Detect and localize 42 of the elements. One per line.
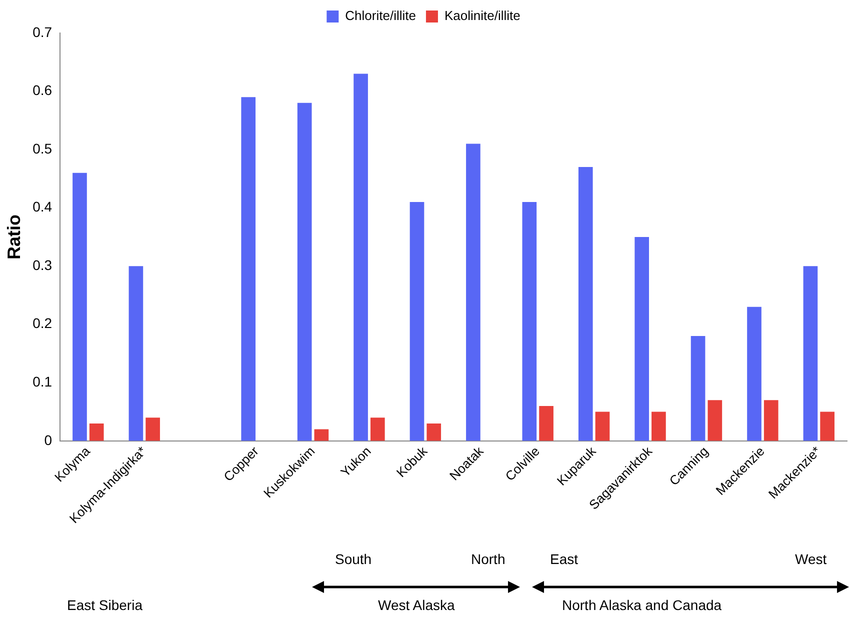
- bar: [690, 336, 706, 441]
- bar: [354, 74, 368, 441]
- y-tick-label: 0.4: [32, 198, 52, 215]
- y-tick-label: 0.1: [32, 374, 52, 390]
- bar: [539, 406, 554, 441]
- text: North: [471, 551, 506, 567]
- legend-label: Chlorite/illite: [345, 8, 416, 24]
- bar: [764, 400, 778, 441]
- bar: [426, 423, 442, 441]
- bar: [578, 167, 593, 441]
- text: South: [335, 551, 372, 567]
- text: West: [795, 551, 827, 567]
- bar: [89, 423, 104, 441]
- bar: [410, 202, 424, 441]
- y-tick-label: 0.2: [32, 315, 52, 332]
- bar: [803, 266, 818, 441]
- bar: [522, 202, 537, 441]
- bar: [747, 306, 762, 441]
- bar: [72, 172, 87, 441]
- text: North Alaska and Canada: [562, 597, 722, 613]
- y-tick-label: 0: [44, 432, 52, 448]
- legend-label: Kaolinite/illite: [444, 8, 520, 24]
- y-tick-label: 0.7: [32, 24, 52, 40]
- y-tick-label: 0.6: [32, 82, 52, 98]
- bar: [466, 144, 480, 441]
- text: East Siberia: [67, 597, 142, 613]
- bar: [370, 418, 385, 441]
- text: West Alaska: [378, 597, 455, 613]
- bar: [128, 266, 144, 441]
- bar: [241, 97, 256, 441]
- y-tick-label: 0.3: [32, 256, 52, 273]
- y-tick-label: 0.5: [32, 140, 52, 156]
- text: East: [550, 551, 578, 567]
- bar: [652, 412, 666, 441]
- bar: [146, 418, 160, 441]
- bar: [708, 400, 722, 441]
- bar: [297, 102, 312, 441]
- bar: [634, 236, 649, 441]
- y-axis-title: Ratio: [4, 214, 24, 260]
- bar: [595, 412, 610, 441]
- bar: [820, 412, 834, 441]
- bar: [314, 429, 329, 441]
